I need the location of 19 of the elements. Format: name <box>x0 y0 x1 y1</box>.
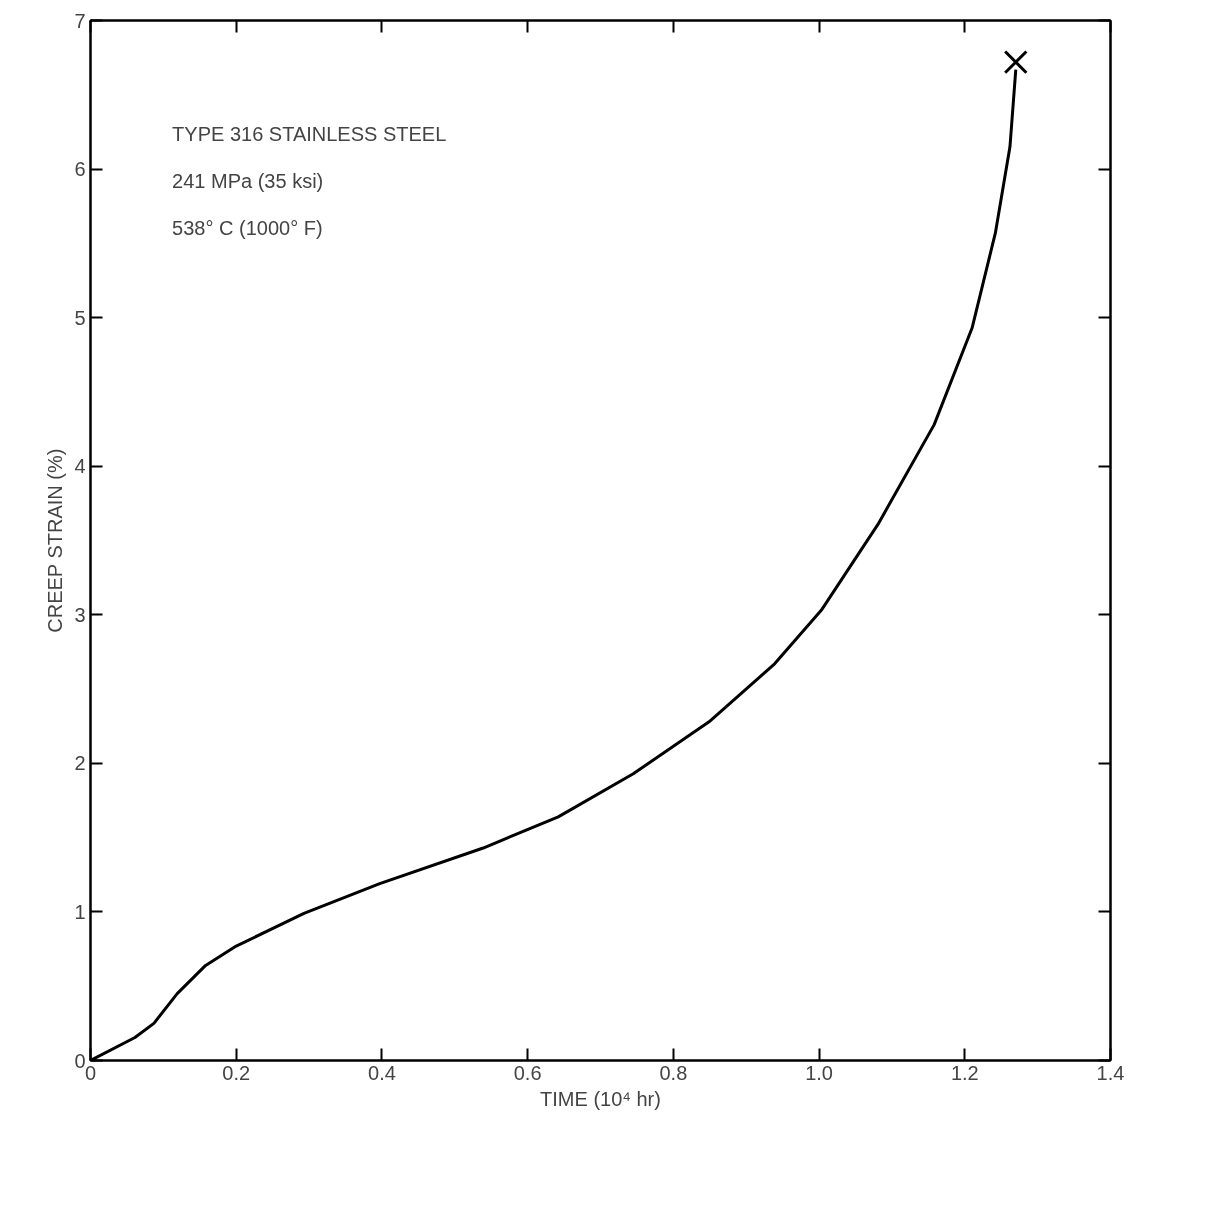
x-tick-label: 0.6 <box>513 1061 542 1084</box>
y-tick-label: 5 <box>74 306 86 329</box>
y-tick-label: 4 <box>74 455 86 478</box>
y-tick-label: 1 <box>74 900 86 923</box>
y-tick-label: 6 <box>74 158 86 181</box>
annotation: 241 MPa (35 ksi) <box>172 170 324 193</box>
x-axis-title: TIME (10⁴ hr) <box>540 1087 661 1110</box>
x-tick-label: 0.8 <box>659 1061 688 1084</box>
y-tick-label: 2 <box>74 752 86 775</box>
x-tick-label: 0.4 <box>368 1061 396 1084</box>
x-tick-label: 1.0 <box>805 1061 833 1084</box>
x-tick-label: 0.2 <box>222 1061 251 1084</box>
y-axis-title: CREEP STRAIN (%) <box>44 448 67 633</box>
annotation: 538° C (1000° F) <box>172 216 323 239</box>
y-tick-label: 7 <box>74 9 86 32</box>
y-tick-label: 3 <box>74 603 86 626</box>
x-tick-label: 1.2 <box>950 1061 979 1084</box>
x-tick-label: 1.4 <box>1096 1061 1125 1084</box>
annotation: TYPE 316 STAINLESS STEEL <box>172 123 447 146</box>
